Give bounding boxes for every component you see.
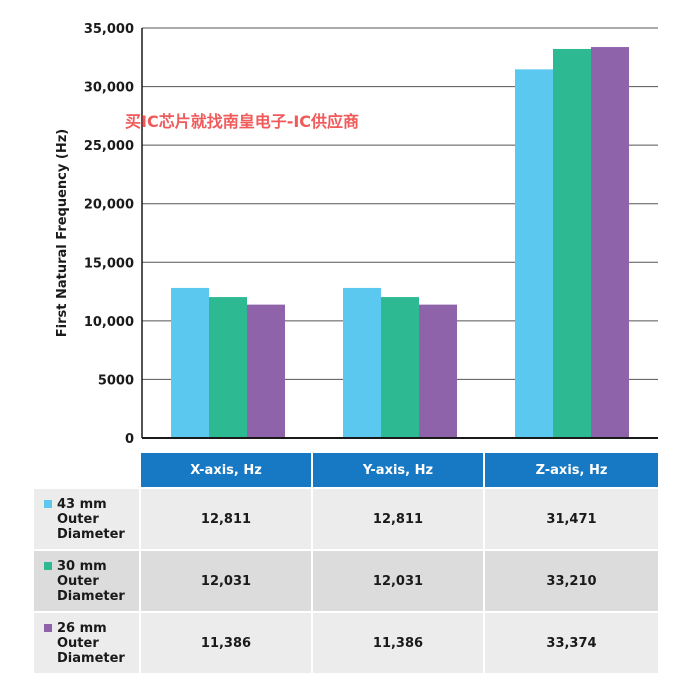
y-axis-ticks: 0 5000 10,000 15,000 20,000 25,000 30,000 35,00… [84,22,134,447]
table-cell: 11,386 [139,611,312,673]
bar [553,48,591,439]
y-tick-label: 10,000 [84,315,134,330]
y-axis-label: First Natural Frequency (Hz) [55,129,70,337]
bar-chart: 0 5000 10,000 15,000 20,000 25,000 30,000 35,00… [55,22,658,447]
table-corner [34,453,140,488]
data-table: X-axis, Hz Y-axis, Hz Z-axis, Hz 43 mm O… [34,453,658,673]
table-cell: 33,210 [483,549,658,612]
table-header: X-axis, Hz [139,453,312,488]
watermark: 买IC芯片就找南皇电子-IC供应商 [125,112,359,131]
bar [591,47,629,439]
bar [209,297,247,438]
bar [247,304,285,438]
legend-label: 43 mm Outer Diameter [57,496,125,542]
y-tick-label: 20,000 [84,198,134,213]
table-cell: 12,031 [311,549,484,612]
y-tick-label: 25,000 [84,139,134,154]
table-cell: 11,386 [311,611,484,673]
table-cell: 12,031 [139,549,312,612]
table-header: Z-axis, Hz [483,453,658,488]
legend-swatch [44,561,52,570]
row-label-cell: 30 mm Outer Diameter [34,549,140,612]
table-row: 26 mm Outer Diameter 11,386 11,386 33,374 [34,611,658,673]
table-cell: 31,471 [483,487,658,550]
table-header-row: X-axis, Hz Y-axis, Hz Z-axis, Hz [34,453,658,488]
table-row: 43 mm Outer Diameter 12,811 12,811 31,471 [34,487,658,550]
bar [419,304,457,438]
legend-swatch [44,499,52,508]
bar [381,297,419,438]
table-header: Y-axis, Hz [311,453,484,488]
axes [141,28,658,439]
table-cell: 12,811 [311,487,484,550]
y-tick-label: 30,000 [84,81,134,96]
table-cell: 33,374 [483,611,658,673]
table-cell: 12,811 [139,487,312,550]
bar [171,287,209,438]
bars [171,47,629,439]
y-tick-label: 35,000 [84,22,134,37]
legend-label: 26 mm Outer Diameter [57,620,125,666]
y-tick-label: 15,000 [84,256,134,271]
bar [515,69,553,438]
y-tick-label: 5000 [98,373,134,388]
legend-label: 30 mm Outer Diameter [57,558,125,604]
row-label-cell: 43 mm Outer Diameter [34,487,140,550]
legend-swatch [44,623,52,632]
y-tick-label: 0 [125,432,134,447]
row-label-cell: 26 mm Outer Diameter [34,611,140,673]
table-row: 30 mm Outer Diameter 12,031 12,031 33,210 [34,549,658,612]
bar [343,287,381,438]
